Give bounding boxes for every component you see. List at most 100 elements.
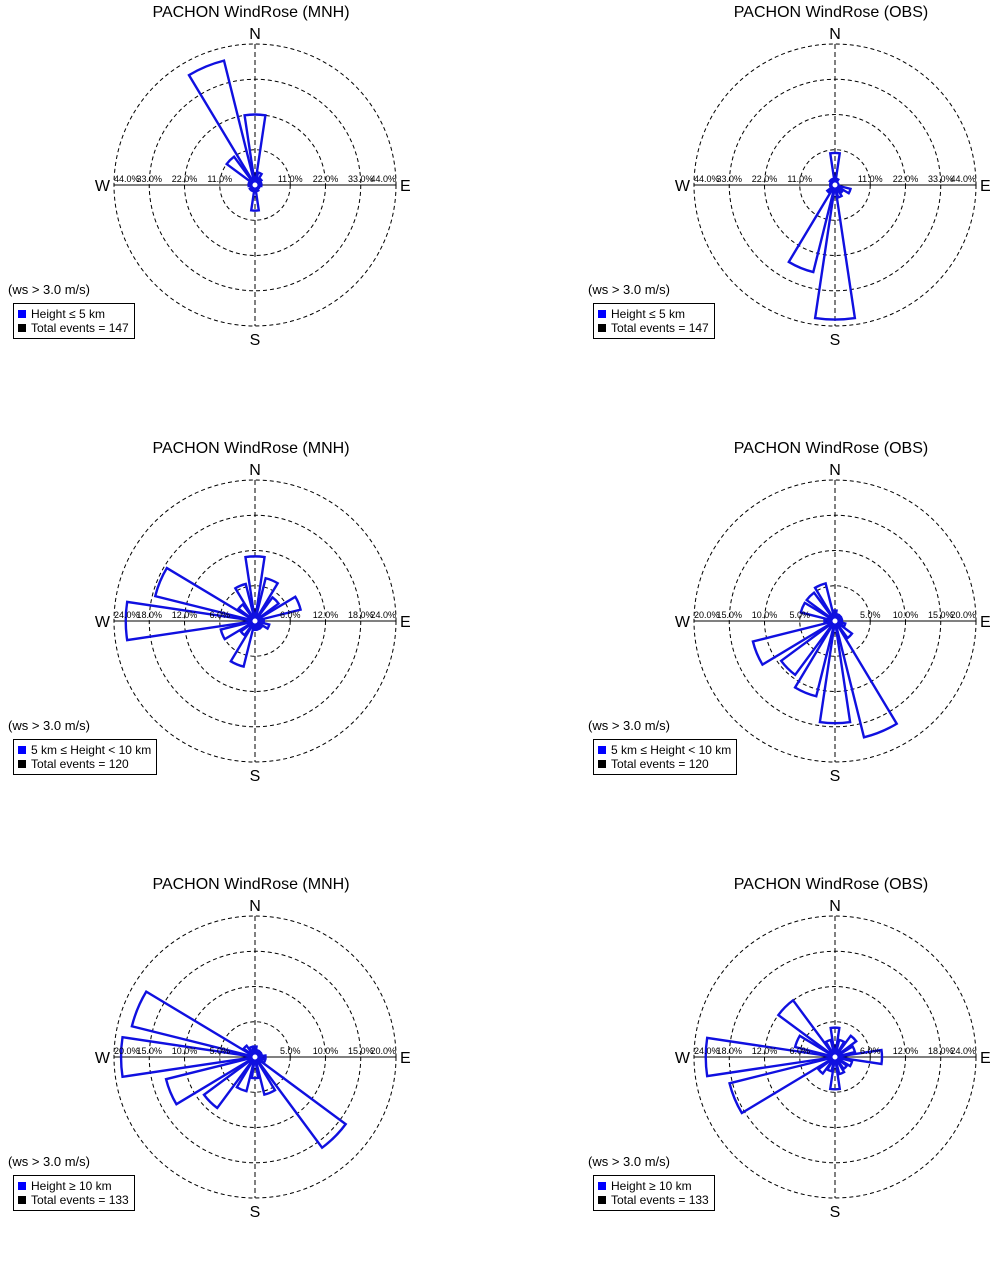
tick-label-west: 5.0%: [209, 1046, 230, 1056]
windrose-petal: [224, 154, 256, 186]
tick-label-east: 20.0%: [370, 1046, 396, 1056]
tick-label-west: 11.0%: [787, 174, 812, 184]
center-marker: [830, 1052, 840, 1062]
windrose-plot: 6.0%6.0% 12.0%12.0% 18.0%18.0% 24.0%24.0%NS…: [95, 462, 411, 785]
windrose-petal: [253, 576, 280, 622]
legend-total-swatch: [18, 760, 26, 768]
windrose-petal: [793, 620, 837, 698]
chart-title: PACHON WindRose (OBS): [733, 876, 929, 893]
tick-label-west: 20.0%: [114, 1046, 140, 1056]
legend: Height ≥ 10 km Total events = 133: [593, 1175, 715, 1211]
tick-label-east: 6.0%: [280, 610, 301, 620]
windrose-petal: [241, 1043, 256, 1058]
tick-label-east: 5.0%: [280, 1046, 301, 1056]
windrose-petal: [793, 1034, 836, 1059]
tick-label-east: 18.0%: [348, 610, 374, 620]
windrose-petal: [202, 1056, 256, 1110]
tick-label-east: 44.0%: [950, 174, 976, 184]
tick-label-east: 33.0%: [348, 174, 374, 184]
windrose-petal: [153, 566, 256, 623]
legend-series-row: Height ≤ 5 km: [18, 307, 129, 321]
center-marker: [830, 180, 840, 190]
east-label: E: [400, 614, 411, 631]
windrose-petal: [829, 1026, 841, 1058]
tick-label-west: 18.0%: [716, 1046, 742, 1056]
wind-speed-condition: (ws > 3.0 m/s): [588, 718, 670, 733]
north-label: N: [829, 462, 841, 479]
windrose-plot: 5.0%5.0% 10.0%10.0% 15.0%15.0% 20.0%20.0%NS…: [675, 462, 991, 785]
windrose-petal: [830, 177, 837, 186]
legend: 5 km ≤ Height < 10 km Total events = 120: [13, 739, 158, 775]
legend-series-row: 5 km ≤ Height < 10 km: [18, 743, 151, 757]
north-label: N: [829, 26, 841, 43]
legend-series-swatch: [18, 746, 26, 754]
windrose-petal: [236, 602, 256, 622]
north-label: N: [829, 898, 841, 915]
tick-label-west: 24.0%: [114, 610, 140, 620]
windrose-petal: [828, 151, 842, 186]
windrose-petal: [247, 1045, 257, 1058]
legend-series-swatch: [18, 310, 26, 318]
windrose-panel: 11.0% 11.0% 22.0% 22.0% 33.0% 33.0% 44.0% 44.0%…: [0, 0, 502, 411]
tick-label-west: 22.0%: [172, 174, 198, 184]
windrose-petal: [825, 184, 836, 195]
windrose-petal: [130, 989, 256, 1059]
legend-total-swatch: [598, 324, 606, 332]
tick-label-east: 18.0%: [928, 1046, 954, 1056]
south-label: S: [830, 768, 841, 785]
legend: Height ≥ 10 km Total events = 133: [13, 1175, 135, 1211]
windrose-petal: [124, 600, 256, 642]
south-label: S: [250, 1204, 261, 1221]
chart-title: PACHON WindRose (MNH): [152, 4, 350, 21]
tick-label-west: 11.0%: [207, 174, 232, 184]
east-label: E: [400, 1050, 411, 1067]
west-label: W: [675, 614, 691, 631]
legend-total-row: Total events = 147: [598, 321, 709, 335]
windrose-petal: [833, 177, 840, 186]
tick-label-west: 33.0%: [716, 174, 742, 184]
windrose-petal: [828, 1056, 842, 1091]
windrose-petal: [119, 1035, 256, 1079]
windrose-petal: [834, 1034, 858, 1058]
windrose-petal: [249, 184, 261, 212]
tick-label-west: 44.0%: [114, 174, 140, 184]
legend-total-swatch: [598, 760, 606, 768]
legend-total-label: Total events = 133: [611, 1193, 709, 1207]
tick-label-west: 24.0%: [694, 1046, 720, 1056]
windrose-petal: [243, 113, 267, 186]
windrose-petal: [787, 184, 837, 274]
windrose-petal: [253, 1056, 277, 1097]
tick-label-east: 10.0%: [893, 610, 919, 620]
center-marker: [250, 616, 260, 626]
legend-total-label: Total events = 120: [31, 757, 129, 771]
west-label: W: [675, 178, 691, 195]
legend-series-swatch: [598, 746, 606, 754]
windrose-petal: [834, 1044, 857, 1059]
windrose-petal: [776, 998, 836, 1058]
tick-label-west: 10.0%: [752, 610, 778, 620]
legend-series-label: 5 km ≤ Height < 10 km: [31, 743, 152, 757]
windrose-petal: [834, 1048, 884, 1066]
wind-speed-condition: (ws > 3.0 m/s): [8, 1154, 90, 1169]
tick-label-east: 44.0%: [370, 174, 396, 184]
tick-label-east: 24.0%: [370, 610, 396, 620]
south-label: S: [830, 1204, 841, 1221]
legend-total-label: Total events = 120: [611, 757, 709, 771]
windrose-petal: [254, 595, 281, 622]
chart-title: PACHON WindRose (OBS): [733, 440, 929, 457]
windrose-petal: [254, 1056, 348, 1150]
tick-label-west: 12.0%: [172, 610, 198, 620]
legend: 5 km ≤ Height < 10 km Total events = 120: [593, 739, 738, 775]
windrose-panel: 5.0% 5.0% 10.0% 10.0% 15.0% 15.0% 20.0% 20.0% N S…: [0, 872, 502, 1283]
tick-label-west: 12.0%: [752, 1046, 778, 1056]
tick-label-west: 15.0%: [136, 1046, 162, 1056]
west-label: W: [95, 178, 111, 195]
windrose-petal: [233, 582, 257, 622]
tick-label-east: 11.0%: [278, 174, 303, 184]
windrose-petal: [825, 1056, 837, 1073]
windrose-petal: [833, 620, 899, 739]
tick-label-west: 5.0%: [789, 610, 810, 620]
legend-total-swatch: [598, 1196, 606, 1204]
south-label: S: [250, 768, 261, 785]
tick-label-east: 15.0%: [348, 1046, 374, 1056]
